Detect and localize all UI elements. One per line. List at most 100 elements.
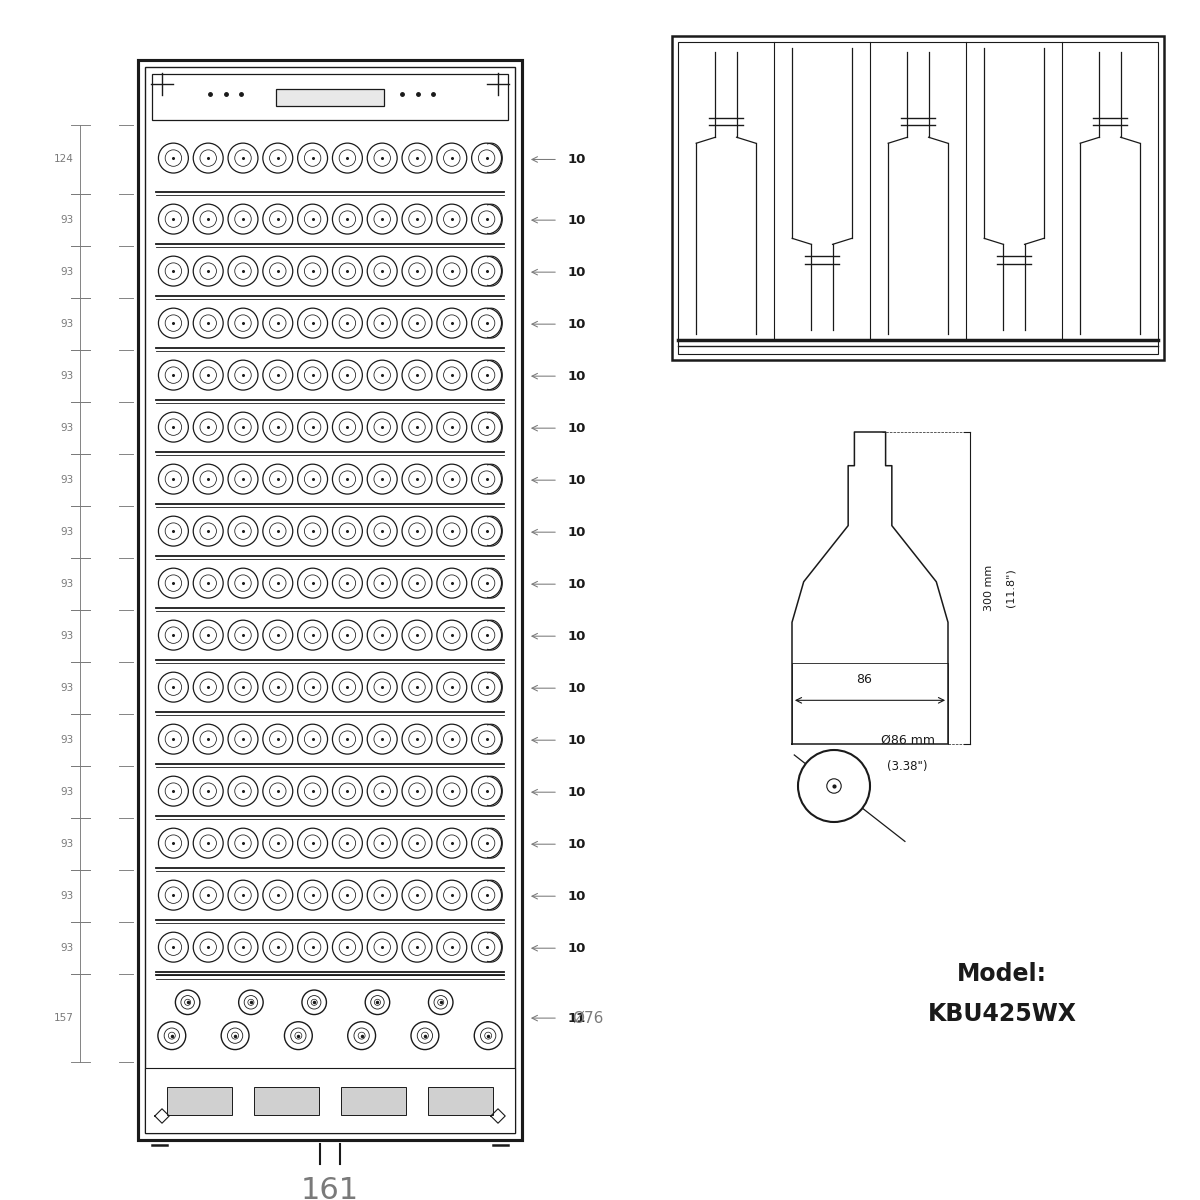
Circle shape [332,932,362,962]
Circle shape [228,620,258,650]
Circle shape [158,568,188,598]
Circle shape [472,568,502,598]
Circle shape [158,204,188,234]
Circle shape [263,672,293,702]
Circle shape [193,828,223,858]
Circle shape [474,1021,502,1050]
Text: Ø76: Ø76 [572,1010,604,1026]
Circle shape [367,620,397,650]
Circle shape [298,620,328,650]
Circle shape [158,620,188,650]
Circle shape [367,256,397,286]
Text: 93: 93 [60,892,73,901]
Circle shape [332,360,362,390]
Circle shape [158,143,188,173]
Text: 93: 93 [60,215,73,226]
Circle shape [437,568,467,598]
Circle shape [228,776,258,806]
Circle shape [472,516,502,546]
Circle shape [437,620,467,650]
Text: 11: 11 [568,1012,586,1025]
Circle shape [263,776,293,806]
Circle shape [367,776,397,806]
Circle shape [158,308,188,338]
Circle shape [348,1021,376,1050]
Circle shape [263,360,293,390]
Text: (3.38"): (3.38") [887,760,928,773]
Text: 93: 93 [60,371,73,382]
Circle shape [437,464,467,494]
Circle shape [367,932,397,962]
Bar [167,1087,232,1115]
Circle shape [263,464,293,494]
Circle shape [193,672,223,702]
Circle shape [472,308,502,338]
Bar [145,67,515,1133]
Bar [276,89,384,106]
Circle shape [437,308,467,338]
Circle shape [402,620,432,650]
Text: 93: 93 [60,683,73,694]
Text: 93: 93 [60,527,73,538]
Circle shape [228,932,258,962]
Text: 157: 157 [53,1013,73,1024]
Circle shape [332,776,362,806]
Circle shape [298,204,328,234]
Circle shape [158,360,188,390]
Circle shape [367,204,397,234]
Circle shape [472,776,502,806]
Circle shape [221,1021,250,1050]
Bar [672,36,1164,360]
Circle shape [332,568,362,598]
Circle shape [193,620,223,650]
Circle shape [298,568,328,598]
Text: 10: 10 [568,630,586,643]
Circle shape [367,360,397,390]
Circle shape [228,880,258,910]
Circle shape [367,143,397,173]
Circle shape [332,620,362,650]
Circle shape [472,932,502,962]
Circle shape [298,412,328,442]
Circle shape [193,204,223,234]
Circle shape [402,464,432,494]
Text: 300 mm: 300 mm [984,565,994,611]
Circle shape [228,204,258,234]
Circle shape [402,724,432,754]
Text: 93: 93 [60,268,73,277]
Text: 10: 10 [568,370,586,383]
Circle shape [472,143,502,173]
Circle shape [437,516,467,546]
Circle shape [437,828,467,858]
Text: 93: 93 [60,736,73,745]
Circle shape [367,828,397,858]
Circle shape [332,308,362,338]
Circle shape [239,990,263,1014]
Circle shape [158,464,188,494]
Circle shape [158,1021,186,1050]
Text: 93: 93 [60,787,73,797]
Text: 93: 93 [60,580,73,589]
Text: 10: 10 [568,733,586,746]
Text: 10: 10 [568,318,586,331]
Circle shape [228,308,258,338]
Circle shape [472,360,502,390]
Text: 10: 10 [568,838,586,851]
Text: 10: 10 [568,577,586,590]
Text: 124: 124 [53,155,73,164]
Circle shape [263,932,293,962]
Circle shape [332,204,362,234]
Circle shape [402,516,432,546]
Circle shape [472,880,502,910]
Text: KBU425WX: KBU425WX [928,1002,1076,1026]
Circle shape [437,256,467,286]
Circle shape [158,932,188,962]
Circle shape [472,412,502,442]
Text: 10: 10 [568,152,586,166]
Circle shape [263,204,293,234]
Circle shape [402,412,432,442]
Circle shape [158,516,188,546]
Text: 93: 93 [60,839,73,850]
Circle shape [298,464,328,494]
Circle shape [228,724,258,754]
